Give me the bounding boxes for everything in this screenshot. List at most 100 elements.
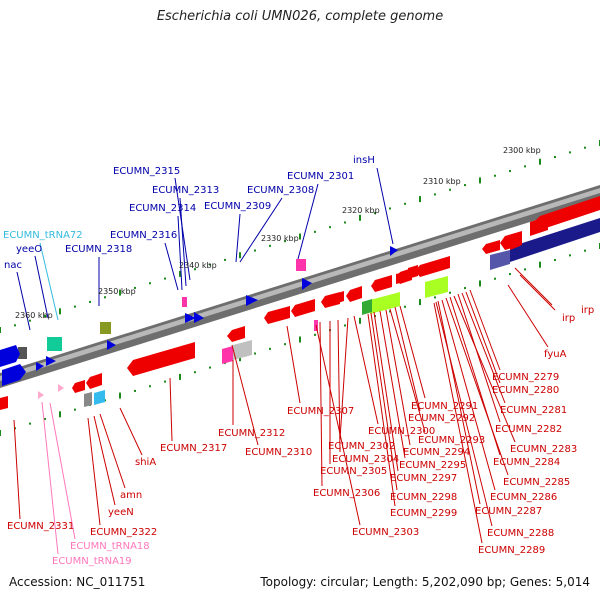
bottom-gene-label: irp <box>581 305 594 316</box>
gene-2304 <box>335 291 344 304</box>
track-tick <box>569 254 571 257</box>
bottom-gene-label: shiA <box>135 457 156 468</box>
track-tick <box>524 165 526 168</box>
gene-2316 <box>194 312 204 323</box>
track-tick <box>269 347 271 350</box>
gene-2294 <box>408 265 418 279</box>
top-gene-label: nac <box>4 260 22 271</box>
track-tick <box>449 188 451 191</box>
track-tick <box>44 417 46 420</box>
track-tick <box>29 319 31 322</box>
track-tick <box>434 193 436 196</box>
connector-line <box>93 415 116 506</box>
track-tick <box>539 261 541 268</box>
connector-line <box>453 295 516 443</box>
top-gene-label: ECUMN_2309 <box>204 201 271 212</box>
track-tick <box>179 270 181 277</box>
bottom-gene-label: ECUMN_2294 <box>403 447 470 458</box>
track-tick <box>494 277 496 280</box>
track-tick <box>164 380 166 383</box>
track-tick <box>554 156 556 159</box>
bottom-gene-label: ECUMN_2303 <box>352 527 419 538</box>
track-tick <box>419 196 421 203</box>
label-connectors <box>13 167 556 555</box>
bottom-gene-label: ECUMN_2286 <box>490 492 557 503</box>
gene-2293 <box>415 256 450 277</box>
connector-line <box>507 284 549 348</box>
bottom-gene-label: ECUMN_2285 <box>503 477 570 488</box>
connector-line <box>389 308 426 433</box>
gene-2307 <box>264 306 290 324</box>
track-tick <box>224 258 226 261</box>
track-tick <box>584 146 586 149</box>
gene-2298 <box>371 275 392 292</box>
track-tick <box>404 202 406 205</box>
track-tick <box>134 389 136 392</box>
track-tick <box>74 408 76 411</box>
gene-shiA <box>86 373 102 389</box>
bottom-gene-label: ECUMN_2298 <box>390 492 457 503</box>
track-tick <box>344 324 346 327</box>
track-tick <box>14 324 16 327</box>
track-tick <box>314 333 316 336</box>
connector-line <box>177 215 183 291</box>
bottom-gene-label: ECUMN_2322 <box>90 527 157 538</box>
connector-line <box>164 242 179 291</box>
map-title: Escherichia coli UMN026, complete genome <box>156 9 444 24</box>
connector-line <box>385 309 411 446</box>
track-tick <box>509 170 511 173</box>
connector-line <box>441 299 496 491</box>
track-tick <box>134 286 136 289</box>
track-tick <box>59 308 61 315</box>
top-gene-label: ECUMN_2314 <box>129 203 196 214</box>
scale-label: 2340 kbp <box>179 261 217 270</box>
track-tick <box>284 343 286 346</box>
track-tick <box>329 226 331 229</box>
gene-2312-pink <box>222 346 233 364</box>
connector-line <box>465 291 501 384</box>
track-tick <box>0 327 1 333</box>
connector-line <box>445 297 509 476</box>
scale-label: 2360 kbp <box>15 311 53 320</box>
connector-line <box>461 292 506 404</box>
scale-label: 2330 kbp <box>261 234 299 243</box>
bottom-gene-label: ECUMN_2284 <box>493 457 560 468</box>
track-tick <box>554 259 556 262</box>
gene-blue-small2 <box>46 356 56 366</box>
backbone <box>0 185 600 388</box>
connector-line <box>337 319 341 453</box>
connector-line <box>297 183 319 260</box>
accession-text: Accession: NC_011751 <box>9 575 146 589</box>
gene-irp-block <box>510 218 600 262</box>
connector-line <box>519 274 556 311</box>
top-gene-label: ECUMN_2313 <box>152 185 219 196</box>
track-tick <box>239 252 241 259</box>
track-tick <box>254 352 256 355</box>
bottom-gene-label: ECUMN_2306 <box>313 488 380 499</box>
track-tick <box>359 214 361 221</box>
connector-line <box>13 419 21 520</box>
top-gene-label: ECUMN_2316 <box>110 230 177 241</box>
connector-line <box>370 312 398 491</box>
connector-line <box>433 302 483 544</box>
bottom-gene-label: ECUMN_2305 <box>320 466 387 477</box>
connector-line <box>339 317 349 440</box>
track-tick <box>29 422 31 425</box>
gene-insH <box>390 246 398 256</box>
top-gene-label: insH <box>353 155 375 166</box>
track-tick <box>239 355 241 362</box>
connector-line <box>469 289 501 371</box>
gene-2314 <box>185 313 196 323</box>
gene-2309 <box>246 295 258 306</box>
bottom-gene-label: ECUMN_2299 <box>390 508 457 519</box>
bottom-gene-label: ECUMN_tRNA18 <box>70 541 150 552</box>
bottom-gene-label: yeeN <box>108 507 134 518</box>
gene-2317 <box>127 342 195 376</box>
gene-pink-2 <box>182 297 187 307</box>
gene-irp-2 <box>530 216 548 236</box>
track-tick <box>254 249 256 252</box>
track-tick <box>509 273 511 276</box>
track-tick <box>194 268 196 271</box>
bottom-gene-label: ECUMN_2288 <box>487 528 554 539</box>
